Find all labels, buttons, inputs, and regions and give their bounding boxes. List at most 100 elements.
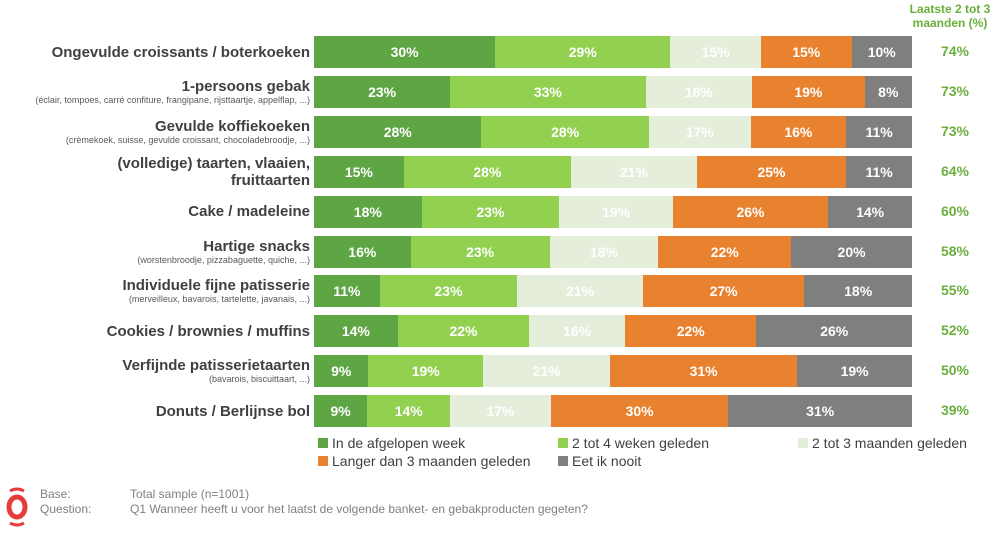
bar-segment-2: 21% xyxy=(571,155,697,188)
bar-segment-1: 28% xyxy=(481,115,649,148)
bar-segment-3: 31% xyxy=(609,355,798,388)
bar-row: 18% 23% 19% 26% 14% xyxy=(314,195,912,228)
bar-segment-4: 31% xyxy=(728,395,912,428)
category-label: Donuts / Berlijnse bol xyxy=(0,403,310,420)
legend-label: 2 tot 4 weken geleden xyxy=(572,435,709,451)
bar-segment-0: 14% xyxy=(314,315,398,348)
bar-segment-2: 21% xyxy=(483,355,610,388)
bar-segment-2: 21% xyxy=(517,275,643,308)
category-label: Hartige snacks (worstenbroodje, pizzabagu… xyxy=(0,238,310,266)
bar-segment-0: 23% xyxy=(314,75,451,108)
bar-segment-4: 11% xyxy=(846,155,912,188)
bar-row: 16% 23% 18% 22% 20% xyxy=(314,235,912,268)
question-value: Q1 Wanneer heeft u voor het laatst de vo… xyxy=(130,502,588,516)
recent-percentage: 74% xyxy=(940,43,970,59)
bar-segment-0: 28% xyxy=(314,115,482,148)
category-title: Donuts / Berlijnse bol xyxy=(155,402,310,420)
bar-segment-2: 17% xyxy=(450,395,551,428)
bar-segment-2: 18% xyxy=(549,235,659,268)
category-title: Individuele fijne patisserie xyxy=(122,277,310,295)
category-subtitle: (merveilleux, bavarois, tartelette, java… xyxy=(128,294,310,305)
legend-label: Langer dan 3 maanden geleden xyxy=(332,453,531,469)
bar-segment-2: 19% xyxy=(559,195,673,228)
bar-segment-3: 22% xyxy=(658,235,792,268)
legend-swatch xyxy=(558,438,568,448)
bar-row: 23% 33% 18% 19% 8% xyxy=(314,75,912,108)
category-title: Cookies / brownies / muffins xyxy=(106,322,310,340)
legend-item: Eet ik nooit xyxy=(558,453,641,469)
recent-percentage: 52% xyxy=(940,322,970,339)
category-title: Hartige snacks xyxy=(203,237,310,255)
bar-segment-4: 10% xyxy=(851,36,912,68)
legend-swatch xyxy=(318,456,328,466)
category-title: Verfijnde patisserietaarten xyxy=(122,357,310,375)
right-column-title: Laatste 2 tot 3 maanden (%) xyxy=(909,2,991,30)
bar-segment-0: 16% xyxy=(314,235,411,268)
legend-item: 2 tot 4 weken geleden xyxy=(558,435,709,451)
recent-percentage: 50% xyxy=(940,362,970,379)
category-label: Cookies / brownies / muffins xyxy=(0,323,310,340)
recent-percentage: 55% xyxy=(940,282,970,299)
bar-segment-3: 25% xyxy=(696,155,847,188)
legend-swatch xyxy=(798,438,808,448)
bar-segment-4: 19% xyxy=(797,355,912,388)
bar-segment-2: 15% xyxy=(670,36,761,68)
bar-segment-1: 33% xyxy=(450,75,646,108)
category-subtitle: (éclair, tompoes, carré confiture, frang… xyxy=(35,94,310,105)
base-value: Total sample (n=1001) xyxy=(130,487,250,501)
bar-segment-2: 17% xyxy=(648,115,751,148)
footer: Base: Total sample (n=1001) Question: Q1 W… xyxy=(40,487,588,517)
category-label: Individuele fijne patisserie (merveilleux… xyxy=(0,277,310,305)
logo-icon xyxy=(6,487,28,527)
recent-percentage: 73% xyxy=(940,122,970,139)
base-label: Base: xyxy=(40,487,71,501)
bar-segment-3: 26% xyxy=(672,195,829,228)
category-title: Gevulde koffiekoeken xyxy=(154,117,310,135)
bar-segment-1: 19% xyxy=(368,355,484,388)
bar-segment-1: 14% xyxy=(367,395,451,428)
bar-segment-3: 19% xyxy=(752,75,865,108)
bar-segment-3: 15% xyxy=(760,36,852,68)
category-label: Ongevulde croissants / boterkoeken xyxy=(0,44,310,61)
bar-segment-4: 18% xyxy=(804,275,912,308)
recent-percentage: 39% xyxy=(940,402,970,419)
legend-item: In de afgelopen week xyxy=(318,435,465,451)
category-title: 1-persoons gebak xyxy=(181,77,310,95)
bar-segment-0: 18% xyxy=(314,195,422,228)
bar-segment-0: 30% xyxy=(314,36,496,68)
bar-segment-0: 9% xyxy=(314,395,368,428)
category-title: (volledige) taarten, vlaaien, fruittaart… xyxy=(117,154,310,189)
bar-segment-3: 30% xyxy=(550,395,729,428)
bar-segment-4: 26% xyxy=(756,315,912,348)
bar-segment-2: 18% xyxy=(645,75,753,108)
bar-segment-0: 11% xyxy=(314,275,380,308)
legend-item: 2 tot 3 maanden geleden xyxy=(798,435,967,451)
bar-segment-1: 23% xyxy=(379,275,518,308)
bar-row: 28% 28% 17% 16% 11% xyxy=(314,115,912,148)
bar-segment-4: 20% xyxy=(791,235,912,268)
bar-segment-3: 16% xyxy=(750,115,847,148)
bar-segment-4: 8% xyxy=(864,75,912,108)
bar-segment-3: 27% xyxy=(642,275,805,308)
legend-swatch xyxy=(318,438,328,448)
recent-percentage: 58% xyxy=(940,242,970,259)
category-title: Ongevulde croissants / boterkoeken xyxy=(51,43,310,61)
bar-segment-1: 23% xyxy=(421,195,560,228)
bar-segment-1: 23% xyxy=(410,235,550,268)
bar-row: 11% 23% 21% 27% 18% xyxy=(314,275,912,308)
bar-segment-1: 28% xyxy=(403,155,572,188)
legend-label: Eet ik nooit xyxy=(572,453,642,469)
category-subtitle: (worstenbroodje, pizzabaguette, quiche, … xyxy=(137,254,310,265)
bar-row: 14% 22% 16% 22% 26% xyxy=(314,315,912,348)
recent-percentage: 60% xyxy=(940,202,970,219)
bar-row: 9% 19% 21% 31% 19% xyxy=(314,355,912,388)
bar-segment-3: 22% xyxy=(624,315,757,348)
bar-segment-2: 16% xyxy=(529,315,625,348)
bar-row: 9% 14% 17% 30% 31% xyxy=(314,395,912,428)
bar-row: 30% 29% 15% 15% 10% xyxy=(314,36,912,68)
category-label: Gevulde koffiekoeken (crèmekoek, suisse, … xyxy=(0,118,310,146)
legend-swatch xyxy=(558,456,568,466)
bar-segment-1: 22% xyxy=(397,315,530,348)
category-subtitle: (bavarois, biscuittaart, ...) xyxy=(208,374,310,385)
legend-item: Langer dan 3 maanden geleden xyxy=(318,453,531,469)
